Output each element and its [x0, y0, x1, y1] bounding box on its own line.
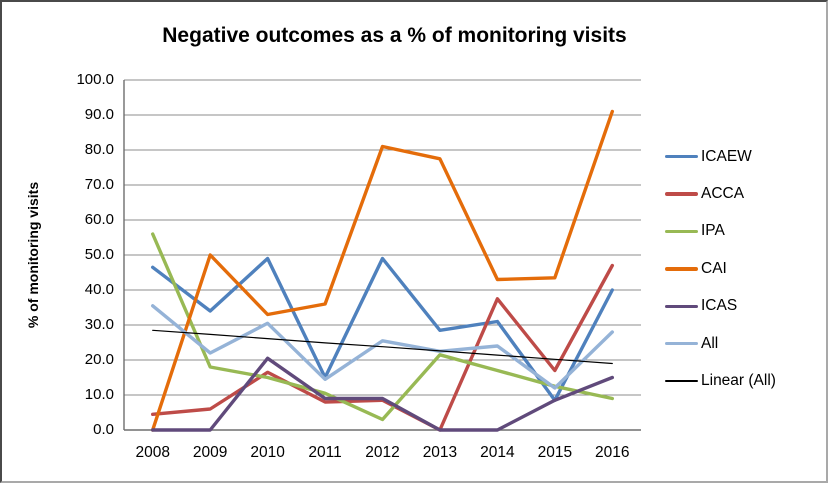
legend-item: ICAS	[665, 288, 825, 325]
y-tick-label: 0.0	[93, 421, 114, 438]
legend-label: ICAEW	[701, 147, 752, 165]
x-tick-label: 2016	[595, 444, 630, 461]
legend-label: CAI	[701, 259, 727, 277]
y-tick-label: 50.0	[84, 246, 114, 263]
x-tick-label: 2011	[308, 444, 342, 461]
y-tick-label: 60.0	[84, 211, 114, 228]
y-tick-label: 10.0	[84, 386, 114, 403]
legend-line-swatch	[665, 229, 698, 234]
legend-line-swatch	[665, 155, 698, 159]
legend-item: Linear (All)	[665, 362, 825, 399]
chart-title: Negative outcomes as a % of monitoring v…	[162, 24, 627, 47]
legend-label: ICAS	[701, 297, 738, 315]
legend-label: Linear (All)	[701, 372, 776, 390]
x-tick-label: 2010	[250, 444, 285, 461]
x-tick-label: 2008	[135, 444, 170, 461]
x-tick-label: 2015	[537, 444, 573, 461]
series-line-cai	[150, 109, 614, 432]
x-tick-label: 2014	[480, 444, 515, 461]
legend-item: ICAEW	[665, 138, 825, 175]
legend-line-swatch	[665, 267, 698, 271]
legend: ICAEW ACCA IPA CAI ICAS All Linear (All)	[665, 138, 825, 400]
series-line-ipa	[150, 232, 614, 422]
legend-label: All	[701, 334, 719, 352]
y-tick-label: 20.0	[84, 351, 114, 368]
legend-label: IPA	[701, 222, 725, 240]
legend-item: ACCA	[665, 175, 825, 212]
y-tick-label: 100.0	[76, 71, 114, 88]
legend-line-swatch	[665, 380, 698, 382]
x-tick-label: 2013	[422, 444, 458, 461]
y-tick-label: 40.0	[84, 281, 114, 298]
y-tick-label: 80.0	[84, 141, 114, 158]
legend-item: All	[665, 325, 825, 362]
y-tick-label: 90.0	[84, 106, 114, 123]
series-line-icas	[150, 356, 614, 432]
x-tick-label: 2012	[365, 444, 400, 461]
legend-item: CAI	[665, 250, 825, 287]
series-line-linear-all-	[152, 329, 613, 365]
y-tick-label: 30.0	[84, 316, 114, 333]
y-tick-label: 70.0	[84, 176, 114, 193]
series-line-all	[150, 304, 614, 390]
legend-line-swatch	[665, 304, 698, 308]
legend-item: IPA	[665, 213, 825, 250]
legend-line-swatch	[665, 192, 698, 196]
legend-line-swatch	[665, 341, 698, 346]
legend-label: ACCA	[701, 185, 745, 203]
x-tick-label: 2009	[192, 444, 228, 461]
